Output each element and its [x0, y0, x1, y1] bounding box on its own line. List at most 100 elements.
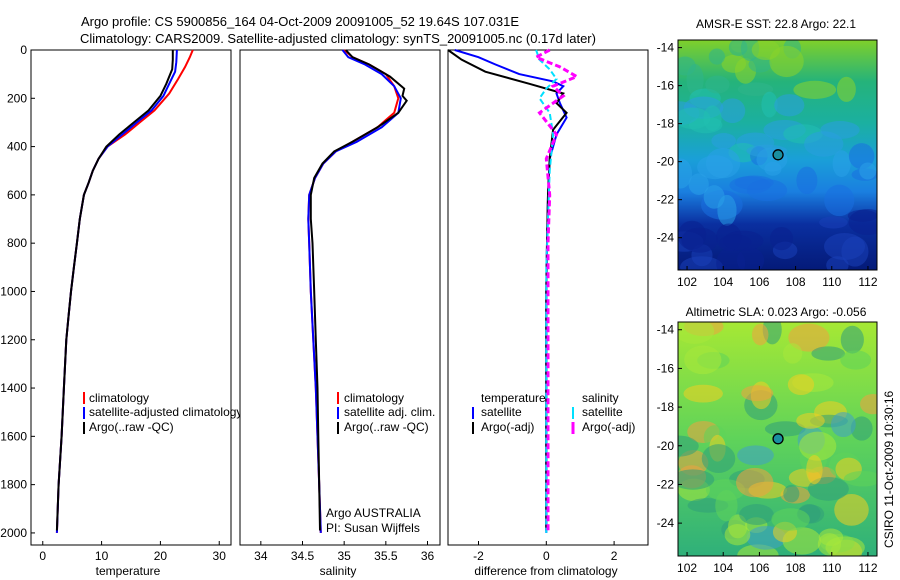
lat-tick-label: -14 — [657, 323, 675, 337]
map-texture-cell — [788, 323, 830, 352]
map-texture-cell — [787, 374, 815, 396]
map-texture-cell — [736, 467, 774, 498]
legend-climatology-label: climatology — [89, 391, 149, 405]
map-texture-cell — [811, 346, 846, 361]
x-tick-label: 34.5 — [291, 549, 315, 563]
map-texture-cell — [678, 469, 715, 490]
x-tick-label: -2 — [473, 549, 484, 563]
lat-tick-label: -22 — [657, 477, 675, 491]
map-texture-cell — [684, 345, 722, 375]
lon-tick-label: 112 — [858, 561, 877, 575]
series-line-temperature-argo — [447, 49, 568, 531]
lat-tick-label: -20 — [657, 439, 675, 453]
map-texture-cell — [840, 350, 872, 370]
temperature-panel: 0 200 400 600 800 1000 1200 1400 1600 1800 2000 0 1… — [0, 43, 242, 578]
lon-tick-label: 102 — [677, 561, 697, 575]
depth-tick-label: 2000 — [0, 526, 27, 540]
map-texture-cell — [705, 148, 741, 179]
lat-tick-label: -22 — [657, 193, 675, 207]
difference-legend: temperature satellite Argo(-adj) salinit… — [472, 391, 635, 434]
lat-tick-label: -16 — [657, 361, 675, 375]
legend-satellite-label: satellite-adjusted climatology — [89, 405, 242, 419]
salinity-axes-box — [239, 49, 441, 546]
map-texture-cell — [724, 524, 751, 546]
lon-tick-label: 110 — [822, 561, 841, 575]
x-tick-label: 10 — [95, 549, 109, 563]
map-texture-cell — [680, 256, 724, 270]
map-texture-cell — [859, 162, 877, 180]
temperature-series — [55, 49, 194, 533]
map-texture-cell — [764, 421, 806, 437]
lat-tick-label: -18 — [657, 117, 675, 131]
salinity-xlabel: salinity — [320, 564, 357, 578]
temperature-axes-box — [30, 49, 232, 546]
x-tick-label: 36 — [421, 549, 435, 563]
map-texture-cell — [722, 230, 764, 251]
map-texture-cell — [796, 166, 818, 195]
lon-tick-label: 106 — [749, 561, 769, 575]
depth-tick-label: 1600 — [0, 429, 27, 443]
map-texture-cell — [834, 494, 869, 526]
map-texture-cell — [683, 384, 723, 403]
map-texture-cell — [737, 445, 774, 466]
map-texture-cell — [711, 133, 736, 149]
lon-tick-label: 112 — [858, 275, 877, 289]
map-texture-cell — [769, 226, 794, 251]
salinity-panel: 34 34.5 35 35.5 36 climatology satellite adj… — [239, 49, 441, 578]
difference-x-axis: -2 0 2 — [473, 541, 618, 563]
lat-tick-label: -24 — [657, 231, 675, 245]
sst-map-frame — [677, 39, 878, 271]
legend-temp-argo-label: Argo(-adj) — [481, 420, 534, 434]
legend-sal-argo-label: Argo(-adj) — [582, 420, 635, 434]
sla-map-frame — [677, 321, 878, 557]
argo-position-marker — [772, 433, 784, 445]
map-texture-cell — [848, 209, 877, 236]
map-texture-cell — [843, 470, 877, 487]
lat-tick-label: -16 — [657, 79, 675, 93]
map-texture-cell — [741, 385, 774, 402]
map-texture-cell — [716, 247, 746, 270]
map-texture-cell — [715, 489, 738, 522]
depth-axis: 0 200 400 600 800 1000 1200 1400 1600 1800 2000 — [0, 43, 35, 540]
map-texture-cell — [728, 40, 748, 57]
legend-sal-satellite-label: satellite — [582, 405, 623, 419]
lon-tick-label: 102 — [677, 275, 697, 289]
sla-map-title: Altimetric SLA: 0.023 Argo: -0.056 — [686, 305, 867, 319]
map-texture-cell — [819, 216, 848, 229]
depth-tick-label: 1200 — [0, 333, 27, 347]
x-tick-label: 34 — [254, 549, 268, 563]
map-texture-cell — [782, 343, 803, 364]
map-texture-cell — [708, 48, 725, 65]
depth-tick-label: 1800 — [0, 478, 27, 492]
map-texture-cell — [678, 56, 696, 76]
x-tick-label: 2 — [611, 549, 618, 563]
map-texture-cell — [774, 94, 805, 117]
difference-panel: -2 0 2 temperature satellite Argo(-adj) sa… — [447, 48, 649, 578]
depth-tick-label: 600 — [7, 188, 27, 202]
salinity-series — [307, 49, 408, 533]
map-texture-cell — [783, 484, 800, 503]
map-texture-cell — [820, 121, 860, 139]
x-tick-label: 0 — [543, 549, 550, 563]
map-texture-cell — [769, 45, 804, 78]
lon-tick-label: 108 — [786, 561, 806, 575]
legend-argo-label: Argo(..raw -QC) — [344, 420, 429, 434]
temperature-xlabel: temperature — [96, 564, 161, 578]
lon-tick-label: 104 — [713, 275, 733, 289]
map-texture-cell — [737, 82, 774, 97]
x-tick-label: 30 — [213, 549, 227, 563]
legend-climatology-label: climatology — [344, 391, 404, 405]
x-tick-label: 20 — [154, 549, 168, 563]
map-texture-cell — [807, 476, 849, 501]
difference-series — [447, 48, 581, 533]
lon-tick-label: 104 — [713, 561, 733, 575]
map-texture-cell — [761, 91, 778, 118]
map-texture-cell — [793, 80, 837, 99]
map-texture-cell — [705, 75, 730, 94]
map-texture-cell — [817, 533, 842, 556]
map-texture-cell — [678, 107, 711, 130]
depth-tick-label: 800 — [7, 236, 27, 250]
argo-program-annotation: Argo AUSTRALIA — [326, 506, 421, 520]
map-texture-cell — [739, 504, 774, 525]
